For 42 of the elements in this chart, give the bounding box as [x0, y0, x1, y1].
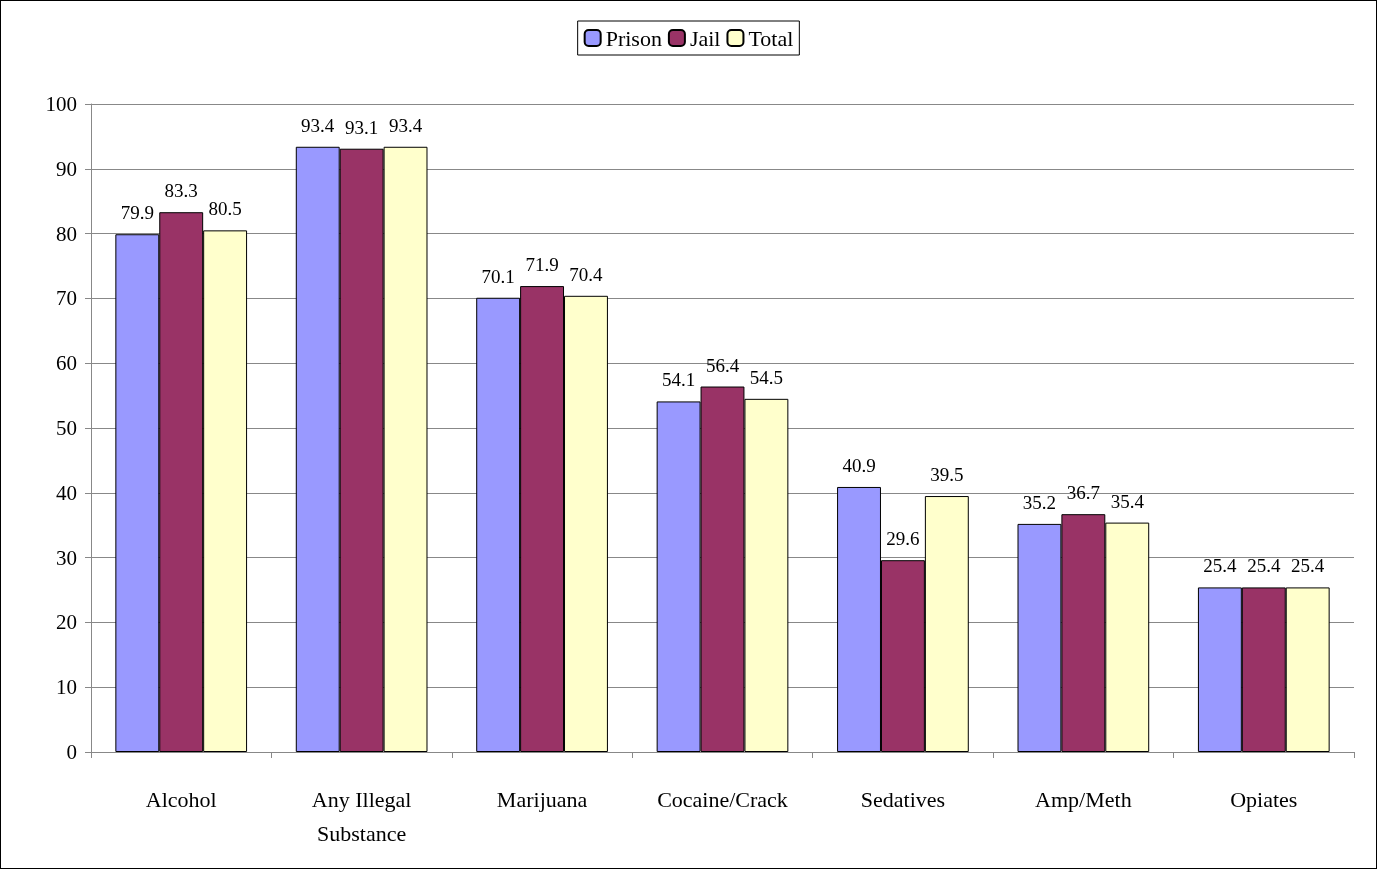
data-label: 29.6 [886, 528, 920, 550]
y-tick-label: 0 [66, 740, 77, 764]
data-label: 25.4 [1247, 555, 1281, 577]
x-tick-label: Opiates [1230, 786, 1298, 812]
data-label: 35.2 [1022, 491, 1057, 513]
y-tick-label: 30 [56, 545, 77, 570]
data-label: 56.4 [705, 354, 740, 376]
data-label: 70.4 [569, 263, 604, 285]
y-tick-label: 50 [56, 416, 77, 440]
data-label: 54.1 [661, 369, 696, 391]
y-tick-label: 60 [56, 351, 77, 376]
y-tick-label: 90 [56, 156, 77, 181]
data-label: 80.5 [208, 198, 242, 220]
y-tick-label: 70 [56, 286, 77, 311]
x-tick-label: Sedatives [860, 786, 946, 812]
legend-label: Jail [689, 25, 721, 51]
data-label: 40.9 [842, 454, 876, 476]
x-tick-label: Amp/Meth [1035, 786, 1132, 812]
data-label: 39.5 [930, 464, 964, 486]
x-tick-label: Marijuana [496, 786, 588, 812]
data-label: 36.7 [1066, 482, 1100, 504]
legend-label: Prison [605, 25, 662, 51]
data-label: 93.4 [301, 114, 335, 136]
x-tick-label: Any Illegal Substance [311, 786, 412, 846]
y-tick-label: 40 [56, 480, 77, 505]
data-label: 79.9 [120, 202, 154, 224]
data-label: 35.4 [1110, 490, 1145, 512]
y-tick-label: 20 [56, 610, 77, 635]
data-label: 83.3 [164, 180, 198, 202]
data-label: 25.4 [1291, 555, 1325, 577]
data-label: 70.1 [481, 265, 515, 287]
data-label: 93.4 [388, 114, 423, 136]
data-label: 25.4 [1203, 555, 1238, 577]
data-label: 71.9 [525, 254, 559, 276]
data-label: 93.1 [345, 116, 379, 138]
x-tick-label: Alcohol [145, 786, 217, 812]
legend-label: Total [748, 25, 794, 51]
y-tick-label: 80 [56, 221, 77, 246]
x-tick-label: Cocaine/Crack [657, 786, 788, 812]
y-tick-label: 10 [56, 675, 77, 700]
y-tick-label: 100 [45, 92, 77, 116]
data-label: 54.5 [749, 366, 784, 388]
